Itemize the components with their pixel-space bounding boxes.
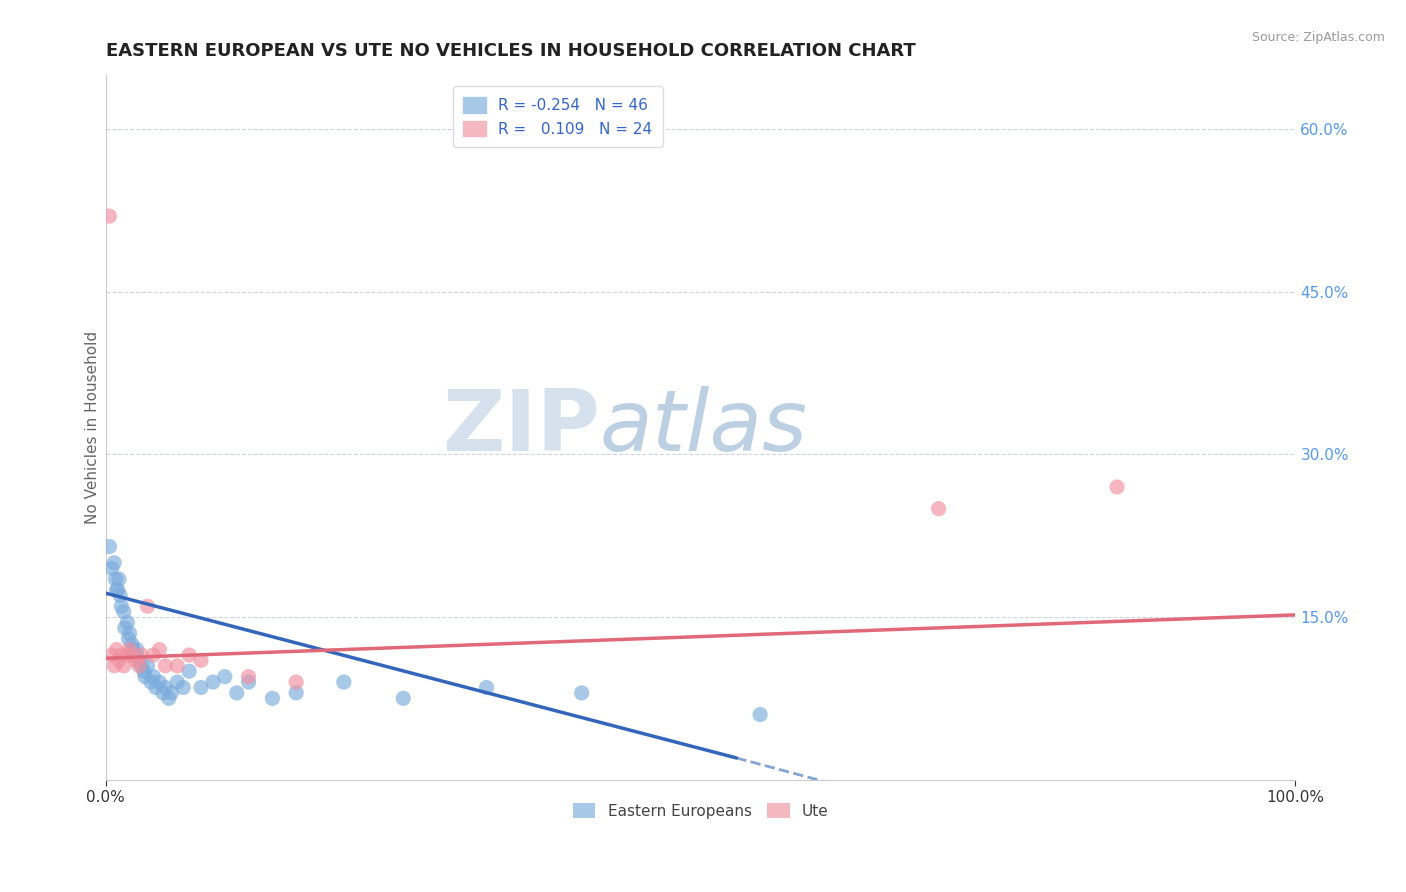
Point <box>124 653 146 667</box>
Point <box>333 675 356 690</box>
Point <box>98 540 121 554</box>
Point <box>148 642 170 657</box>
Legend: Eastern Europeans, Ute: Eastern Europeans, Ute <box>567 797 835 825</box>
Point <box>118 642 141 657</box>
Point <box>125 642 148 657</box>
Point <box>112 658 135 673</box>
Point <box>136 599 159 614</box>
Text: atlas: atlas <box>599 386 807 469</box>
Point <box>1105 480 1128 494</box>
Point <box>166 675 188 690</box>
Point <box>136 658 159 673</box>
Point <box>749 707 772 722</box>
Point <box>928 501 950 516</box>
Y-axis label: No Vehicles in Household: No Vehicles in Household <box>86 331 100 524</box>
Point <box>104 572 127 586</box>
Point <box>155 658 177 673</box>
Point <box>124 648 146 662</box>
Point <box>142 648 165 662</box>
Text: ZIP: ZIP <box>441 386 599 469</box>
Text: EASTERN EUROPEAN VS UTE NO VEHICLES IN HOUSEHOLD CORRELATION CHART: EASTERN EUROPEAN VS UTE NO VEHICLES IN H… <box>105 42 915 60</box>
Point <box>160 686 183 700</box>
Point <box>117 648 139 662</box>
Point <box>475 681 498 695</box>
Point <box>105 642 128 657</box>
Point <box>152 686 174 700</box>
Point <box>112 605 135 619</box>
Point <box>105 582 128 597</box>
Point <box>190 681 212 695</box>
Point <box>132 665 155 679</box>
Point <box>131 648 153 662</box>
Point <box>190 653 212 667</box>
Point <box>131 658 153 673</box>
Point <box>114 621 136 635</box>
Point <box>238 675 260 690</box>
Point <box>103 556 125 570</box>
Point <box>179 648 201 662</box>
Point <box>155 681 177 695</box>
Point <box>101 561 124 575</box>
Point <box>172 681 194 695</box>
Point <box>117 615 139 630</box>
Point <box>98 209 121 223</box>
Point <box>166 658 188 673</box>
Text: Source: ZipAtlas.com: Source: ZipAtlas.com <box>1251 31 1385 45</box>
Point <box>179 665 201 679</box>
Point <box>118 626 141 640</box>
Point <box>145 681 167 695</box>
Point <box>142 670 165 684</box>
Point <box>117 632 139 646</box>
Point <box>121 637 143 651</box>
Point <box>121 648 143 662</box>
Point <box>108 653 131 667</box>
Point <box>134 670 156 684</box>
Point <box>214 670 236 684</box>
Point <box>107 582 129 597</box>
Point <box>108 588 131 602</box>
Point <box>128 658 150 673</box>
Point <box>225 686 247 700</box>
Point <box>285 686 308 700</box>
Point <box>157 691 180 706</box>
Point <box>201 675 224 690</box>
Point <box>101 648 124 662</box>
Point <box>128 653 150 667</box>
Point <box>110 648 132 662</box>
Point <box>103 658 125 673</box>
Point <box>122 642 145 657</box>
Point <box>148 675 170 690</box>
Point <box>262 691 284 706</box>
Point <box>108 572 131 586</box>
Point <box>392 691 415 706</box>
Point <box>238 670 260 684</box>
Point <box>571 686 593 700</box>
Point <box>285 675 308 690</box>
Point <box>139 675 162 690</box>
Point <box>110 599 132 614</box>
